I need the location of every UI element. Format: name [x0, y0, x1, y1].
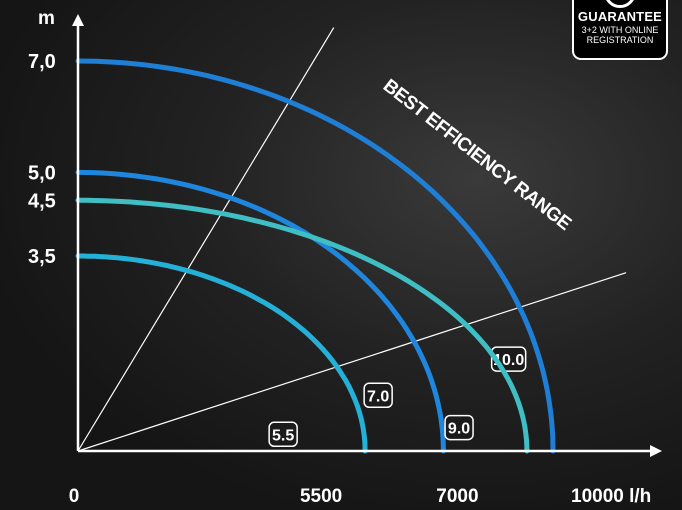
- curve-label-box-7-0: [363, 382, 393, 409]
- y-tick-label: 4,5: [28, 190, 56, 212]
- y-tick-label: 5,0: [28, 162, 56, 184]
- efficiency-range-line-1: [77, 27, 335, 452]
- curve-label-9-0: 9.0: [448, 421, 470, 438]
- guarantee-seal-icon: [604, 0, 636, 8]
- y-tick-label: 3,5: [28, 246, 56, 268]
- y-axis-unit: m: [38, 8, 55, 29]
- x-tick-label: 0: [69, 486, 80, 507]
- efficiency-range-line-2: [77, 272, 627, 452]
- curve-label-5-5: 5.5: [272, 427, 294, 444]
- curve-label-7-0: 7.0: [367, 388, 389, 405]
- curve-label-box-5-5: [268, 421, 298, 448]
- curve-9-0: [75, 197, 530, 454]
- curve-label-box-9-0: [444, 414, 474, 441]
- x-tick-label: 10000 l/h: [571, 486, 651, 507]
- x-tick-label: 7000: [436, 486, 478, 507]
- badge-subtitle: 3+2 WITH ONLINE REGISTRATION: [581, 25, 659, 45]
- badge-title: GUARANTEE: [577, 9, 663, 24]
- guarantee-badge: GUARANTEE 3+2 WITH ONLINE REGISTRATION: [572, 0, 668, 60]
- best-efficiency-range-label: BEST EFFICIENCY RANGE: [379, 75, 575, 234]
- x-tick-label: 5500: [300, 486, 342, 507]
- y-tick-label: 7,0: [28, 51, 56, 73]
- y-axis-arrow-icon: [72, 14, 84, 26]
- curve-7-0: [75, 169, 446, 454]
- curve-5-5: [75, 253, 368, 454]
- x-axis-arrow-icon: [650, 445, 662, 457]
- curve-10-0: [75, 58, 556, 454]
